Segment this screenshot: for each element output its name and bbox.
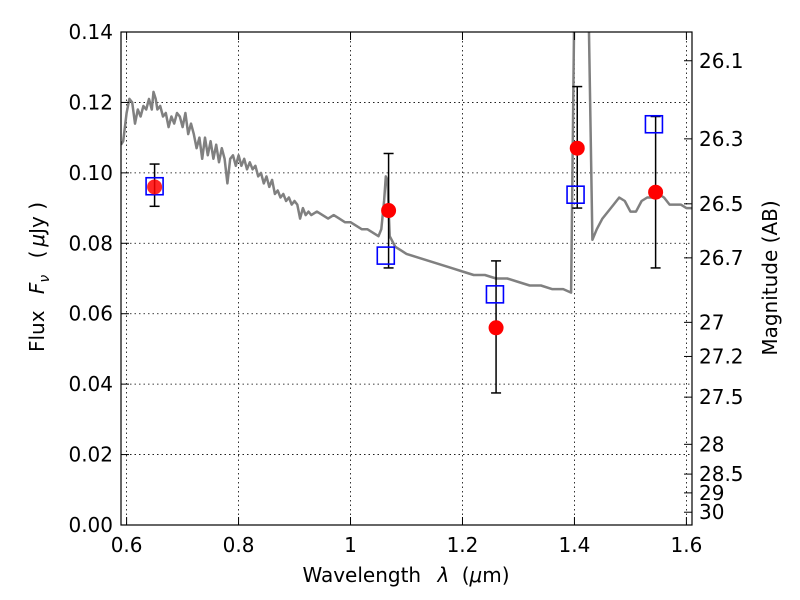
y2-axis-label: Magnitude (AB) [758, 200, 782, 355]
y2-tick-label: 29 [699, 481, 724, 505]
x-tick-label: 1.2 [447, 533, 479, 557]
x-tick-label: 0.8 [223, 533, 255, 557]
y2-tick-label: 26.5 [699, 192, 744, 216]
y2-tick-label: 30 [699, 500, 724, 524]
model-flux-square [566, 185, 585, 204]
y-axis-label-text: Flux [25, 310, 49, 352]
y-tick-label: 0.14 [68, 20, 113, 44]
axes-frame [120, 31, 693, 526]
model-flux-square [644, 114, 664, 134]
x-tick-label: 1 [344, 533, 357, 557]
x-axis-label-unit: m) [482, 563, 509, 587]
y-tick-label: 0.04 [68, 372, 113, 396]
x-tick-label: 0.6 [111, 533, 143, 557]
x-tick-label: 1.4 [559, 533, 591, 557]
y2-tick-label: 26.7 [699, 246, 744, 270]
x-axis-label-paren: ( [462, 563, 470, 587]
axis-ticks: 0.6 0.8 1 1.2 1.4 1.6 0.00 0.02 0.04 0.06 0.08 0.10… [68, 20, 743, 557]
y2-tick-label: 28 [699, 432, 724, 456]
observed-flux-point [648, 184, 664, 200]
y2-tick-label: 28.5 [699, 462, 744, 486]
model-flux-square [376, 246, 396, 265]
y-axis-label-mu: μ [25, 234, 49, 248]
x-axis-label: Wavelength λ (μm) [302, 563, 509, 587]
y-tick-label: 0.10 [68, 161, 113, 185]
y-axis-label: Flux Fν ( μJy ) [25, 202, 54, 352]
sed-model-line [121, 32, 692, 294]
y2-tick-label: 26.3 [699, 127, 744, 151]
x-axis-label-mu: μ [469, 563, 483, 587]
y2-tick-label: 27.5 [699, 385, 744, 409]
y-tick-label: 0.00 [68, 513, 113, 537]
y-axis-label-symbol: F [25, 282, 49, 294]
x-axis-label-symbol: λ [436, 563, 449, 587]
y-axis-label-unit: Jy ) [25, 202, 49, 236]
x-axis-label-text: Wavelength [302, 563, 421, 587]
y-tick-label: 0.06 [68, 302, 113, 326]
y2-tick-label: 26.1 [699, 49, 744, 73]
observed-flux-point [488, 320, 504, 336]
y2-tick-label: 27.2 [699, 344, 744, 368]
model-flux-square [145, 176, 164, 196]
y-tick-label: 0.02 [68, 443, 113, 467]
x-tick-label: 1.6 [670, 533, 702, 557]
y-axis-label-paren: ( [25, 251, 49, 259]
observed-flux-point [381, 203, 397, 219]
model-flux-square [485, 285, 505, 304]
observed-flux-point [147, 179, 163, 195]
y-tick-label: 0.12 [68, 90, 113, 114]
observed-flux-point [569, 140, 585, 156]
y-axis-label-subscript: ν [37, 275, 53, 283]
y-tick-label: 0.08 [68, 231, 113, 255]
y2-tick-label: 27 [699, 310, 724, 334]
